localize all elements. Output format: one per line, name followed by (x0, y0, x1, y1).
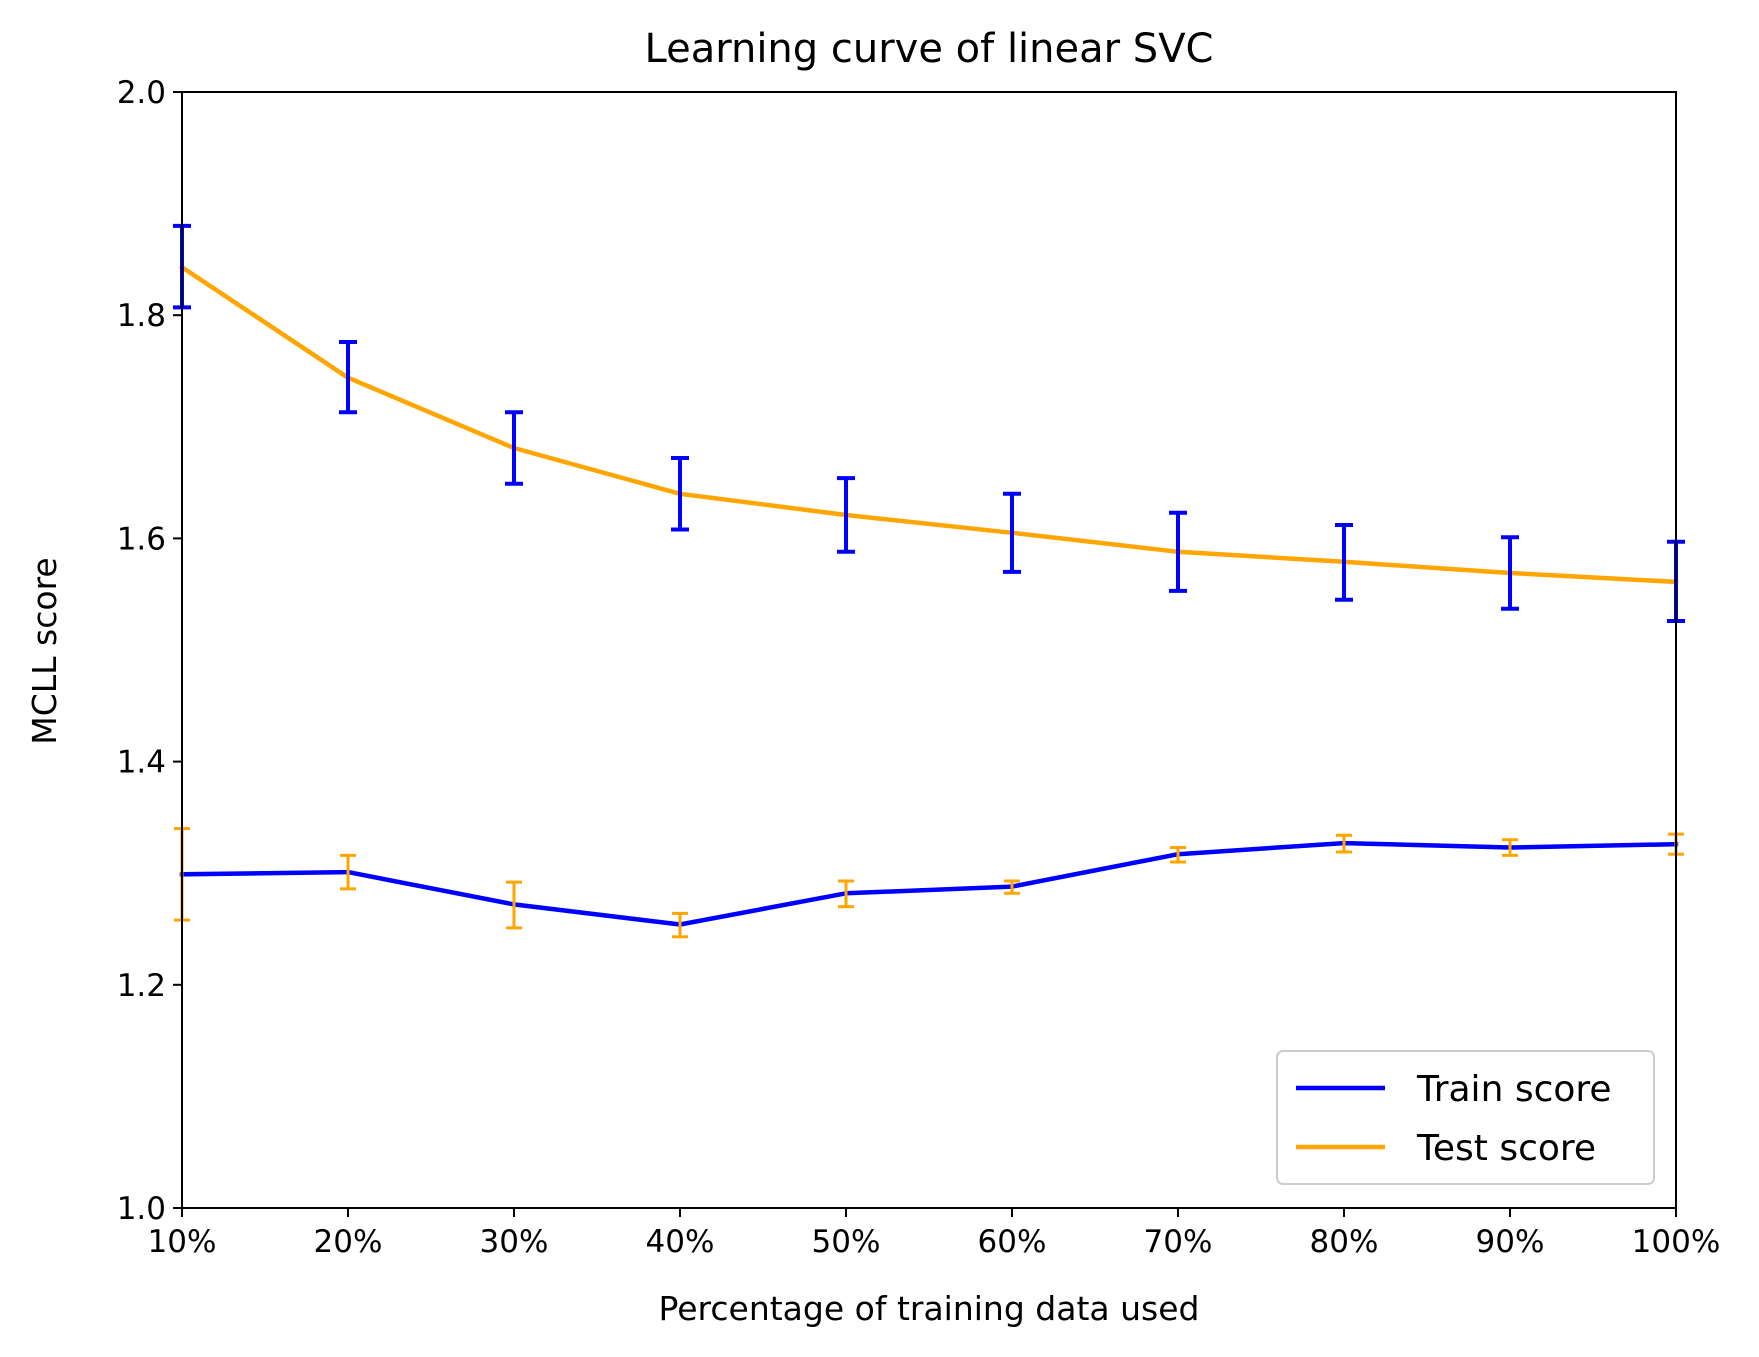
legend: Train score Test score (1276, 1050, 1655, 1185)
error-bar (1501, 535, 1519, 611)
x-tick-label: 20% (314, 1224, 383, 1260)
error-bar (340, 853, 356, 891)
x-tick-label: 100% (1632, 1224, 1721, 1260)
error-bar (1004, 879, 1020, 895)
x-axis-label: Percentage of training data used (659, 1289, 1200, 1328)
error-bar (506, 880, 522, 930)
axes: 10% 20% 30% 40% 50% 60% 70% 80% 90% 100% 1.0 1.2 1.4… (117, 75, 1721, 1260)
error-bar (671, 456, 689, 532)
error-bar (505, 410, 523, 486)
axes-frame (181, 91, 1677, 1209)
chart-title: Learning curve of linear SVC (645, 26, 1214, 72)
y-tick-label: 1.2 (117, 968, 166, 1004)
error-bar (1336, 833, 1352, 854)
x-tick-label: 10% (148, 1224, 217, 1260)
error-bar (838, 879, 854, 909)
error-bar (1170, 846, 1186, 864)
y-tick-label: 1.8 (117, 298, 166, 334)
y-tick-label: 1.4 (117, 745, 166, 781)
x-tick-label: 40% (646, 1224, 715, 1260)
error-bar (1335, 523, 1353, 602)
error-bar (672, 911, 688, 939)
legend-label: Test score (1416, 1128, 1596, 1169)
series-line-1 (179, 840, 1679, 927)
x-tick-label: 90% (1476, 1224, 1545, 1260)
legend-box (1276, 1050, 1655, 1185)
x-tick-label: 70% (1144, 1224, 1213, 1260)
y-tick-label: 2.0 (117, 75, 166, 111)
error-bar (1169, 510, 1187, 593)
x-tick-label: 80% (1310, 1224, 1379, 1260)
error-bar (837, 476, 855, 554)
error-bar (1502, 838, 1518, 857)
legend-label: Train score (1416, 1069, 1612, 1110)
series-line-2 (178, 264, 1679, 585)
error-bar (1003, 491, 1021, 574)
y-tick-label: 1.0 (117, 1191, 166, 1227)
y-tick-label: 1.6 (117, 521, 166, 557)
error-bar (339, 339, 357, 415)
x-tick-label: 30% (480, 1224, 549, 1260)
x-tick-label: 60% (978, 1224, 1047, 1260)
y-axis-label: MCLL score (25, 557, 64, 744)
x-tick-label: 50% (812, 1224, 881, 1260)
